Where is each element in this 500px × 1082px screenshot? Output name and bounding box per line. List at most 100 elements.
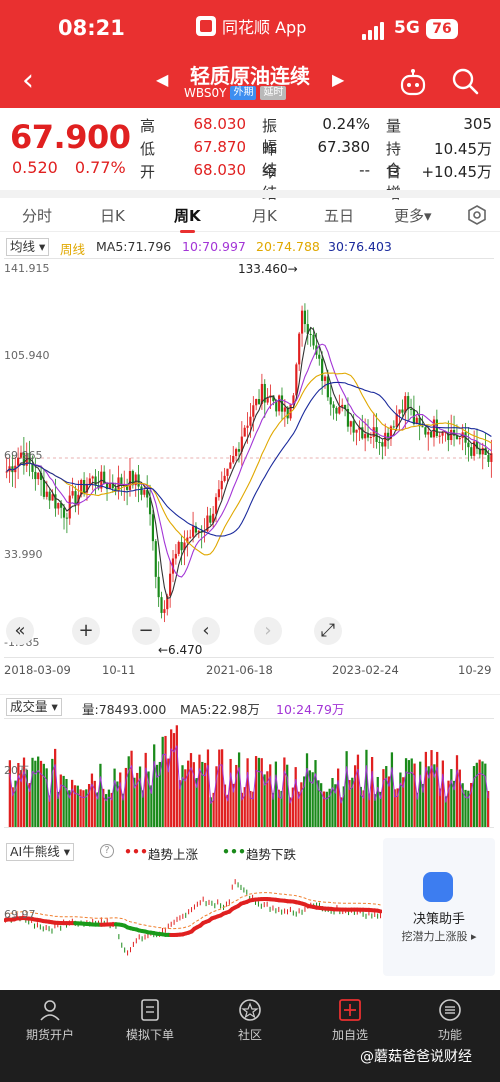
volume-bar — [328, 788, 331, 827]
candle-body — [332, 404, 335, 408]
open-interest-label: 持仓 — [386, 140, 402, 179]
candle-body — [292, 395, 295, 405]
volume-bar — [82, 790, 85, 827]
candle-body — [134, 474, 137, 486]
indicator-selector[interactable]: 均线 ▾ — [6, 238, 50, 256]
page-title: 轻质原油连续 — [190, 64, 310, 88]
amplitude-label: 振幅 — [262, 117, 278, 156]
tab-more[interactable]: 更多▾ — [394, 207, 432, 225]
prev-contract-icon[interactable]: ◀ — [156, 70, 169, 89]
volume-bar — [65, 778, 68, 827]
price-change: 0.520 0.77% — [12, 158, 126, 177]
robot-icon[interactable] — [398, 68, 428, 98]
ai-bull-bear-chart[interactable] — [4, 864, 382, 976]
candle-body — [220, 480, 223, 490]
zoom-in-icon[interactable]: + — [72, 617, 100, 645]
next-contract-icon[interactable]: ▶ — [332, 70, 345, 89]
back-icon[interactable]: ‹ — [22, 63, 34, 98]
volume-bar — [147, 771, 150, 827]
volume-bar — [269, 764, 272, 827]
volume-bar — [45, 768, 48, 827]
candle-body — [252, 405, 255, 417]
volume-bar — [427, 766, 430, 827]
bottom-item-open-account[interactable]: 期货开户 — [0, 998, 100, 1043]
bottom-nav: 期货开户 模拟下单 社区 加自选 功能 @蘑菇爸爸说财经 — [0, 990, 500, 1082]
tab-month-k[interactable]: 月K — [252, 207, 277, 225]
candle-body — [223, 475, 226, 481]
scroll-right-icon[interactable]: › — [254, 617, 282, 645]
volume-bar — [116, 781, 119, 827]
candle-body — [455, 435, 459, 440]
candle-body — [191, 526, 195, 537]
volume-bar — [314, 760, 317, 827]
candle-body — [444, 431, 447, 433]
tab-day-k[interactable]: 日K — [100, 207, 125, 225]
tab-five-day[interactable]: 五日 — [324, 207, 355, 225]
ai-selector[interactable]: AI牛熊线 ▾ — [6, 843, 74, 861]
candle-body — [45, 491, 48, 497]
candle-body — [343, 404, 347, 409]
ai-y-tick: 69.97 — [4, 908, 36, 921]
candle-body — [275, 401, 278, 412]
candle-body — [318, 354, 321, 359]
volume-bar — [56, 791, 60, 827]
candle-body — [441, 432, 444, 436]
candle-body — [484, 447, 487, 456]
candle-body — [177, 542, 180, 554]
zoom-out-icon[interactable]: − — [132, 617, 160, 645]
search-icon[interactable] — [450, 66, 480, 96]
volume-bar — [334, 784, 337, 827]
bottom-item-add-watchlist[interactable]: 加自选 — [300, 998, 400, 1043]
bottom-item-functions[interactable]: 功能 — [400, 998, 500, 1043]
candle-body — [323, 376, 327, 381]
candle-body — [352, 421, 355, 433]
high-label: 高 — [140, 117, 156, 135]
trend-up-dots-icon: ••• — [124, 844, 148, 859]
candle-body — [74, 491, 77, 506]
candle-body — [478, 448, 481, 455]
prev-settle-value: 67.380 — [317, 138, 371, 156]
volume-bar — [198, 754, 201, 827]
candle-body — [103, 471, 106, 484]
fullscreen-icon[interactable]: ⤢ — [314, 617, 342, 645]
candle-body — [71, 491, 74, 496]
candle-body — [378, 442, 381, 443]
volume-chart[interactable] — [4, 718, 494, 828]
candle-body — [126, 484, 129, 490]
candlestick-chart[interactable] — [4, 258, 494, 658]
nav-bar: ‹ ◀ 轻质原油连续 ▶ WBS0Y 外期 延时 — [0, 58, 500, 108]
trend-up-label: 趋势上涨 — [148, 847, 199, 862]
volume-bar — [271, 792, 275, 827]
scroll-left-fast-icon[interactable]: « — [6, 617, 34, 645]
ai-legend: AI牛熊线 ▾ ? ••• 趋势上涨 ••• 趋势下跌 — [0, 840, 380, 864]
volume-bar — [376, 776, 379, 827]
scroll-left-icon[interactable]: ‹ — [192, 617, 220, 645]
network-type: 5G — [394, 18, 420, 38]
candle-body — [19, 452, 23, 458]
candle-body — [407, 396, 410, 409]
bottom-item-community[interactable]: 社区 — [200, 998, 300, 1043]
tab-week-k[interactable]: 周K — [174, 207, 201, 233]
volume-selector[interactable]: 成交量 ▾ — [6, 698, 62, 716]
candle-body — [235, 449, 238, 456]
volume-bar — [475, 762, 478, 827]
candle-body — [183, 542, 186, 551]
volume-y-tick: 20万 — [4, 764, 29, 777]
bottom-item-simulate[interactable]: 模拟下单 — [100, 998, 200, 1043]
volume-bar — [164, 735, 167, 827]
volume-bar — [413, 763, 416, 827]
settings-icon[interactable] — [466, 204, 488, 226]
bull-bear-segment — [375, 908, 382, 914]
tab-minute[interactable]: 分时 — [22, 207, 53, 225]
today-settle-value: -- — [359, 161, 370, 179]
candle-body — [105, 483, 109, 490]
candle-body — [384, 432, 387, 447]
volume-bar — [404, 758, 408, 827]
volume-bar — [263, 774, 266, 827]
volume-bar — [37, 756, 40, 827]
help-icon[interactable]: ? — [100, 844, 114, 858]
decision-assistant[interactable]: 决策助手 挖潜力上涨股 ▸ — [383, 838, 495, 976]
volume-bar — [410, 758, 413, 827]
candle-body — [186, 537, 189, 543]
volume-bar — [85, 789, 88, 827]
